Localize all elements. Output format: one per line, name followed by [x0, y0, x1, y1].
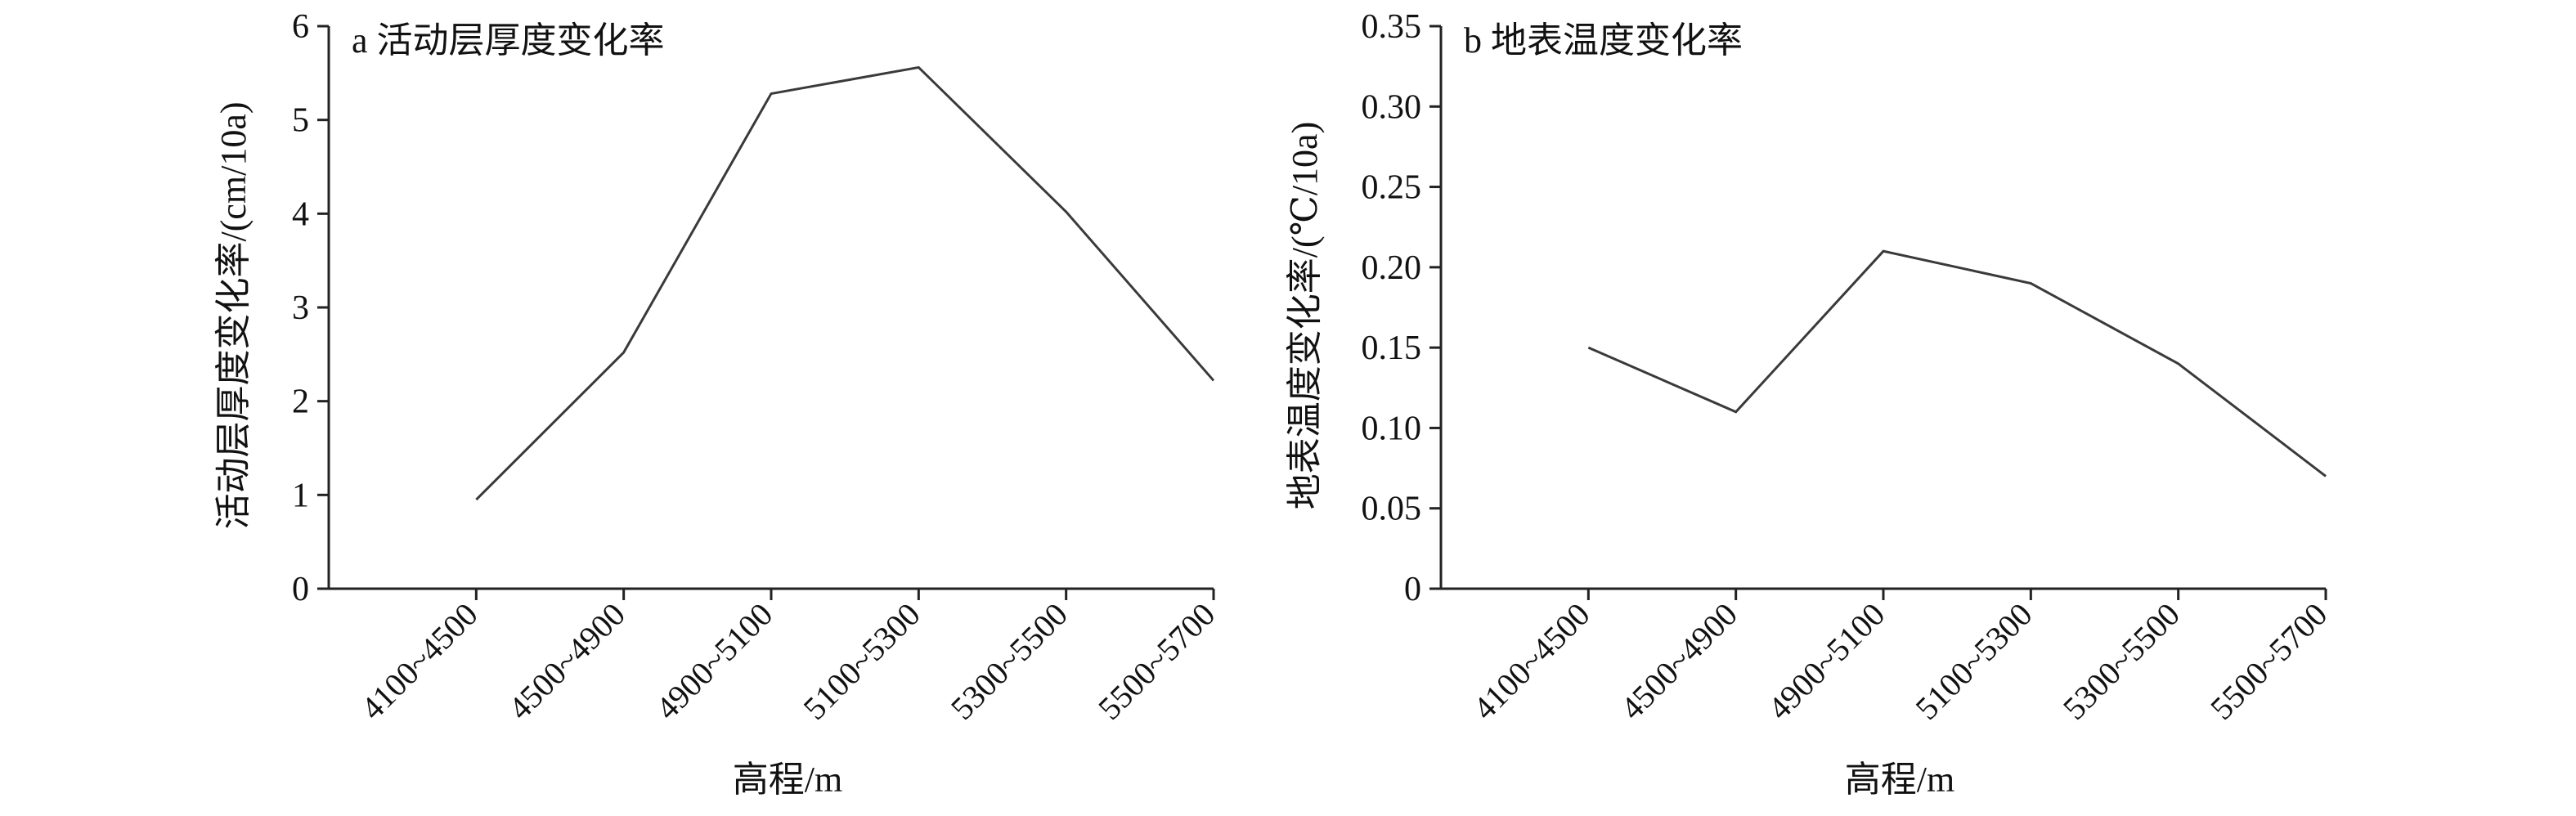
x-tick-label: 5300~5500 — [2056, 596, 2187, 727]
y-tick-label: 0.15 — [1362, 330, 1422, 367]
y-tick-label: 0.30 — [1362, 88, 1422, 126]
y-tick-label: 0.05 — [1362, 491, 1422, 528]
x-tick-label: 5300~5500 — [944, 596, 1075, 727]
y-tick-label: 0.25 — [1362, 169, 1422, 207]
data-point — [769, 92, 774, 96]
data-point — [1881, 249, 1886, 253]
y-tick-label: 2 — [292, 383, 309, 421]
y-tick-label: 0 — [1404, 571, 1421, 608]
y-tick-label: 0 — [292, 571, 309, 608]
data-point — [1586, 345, 1591, 350]
data-point — [916, 65, 921, 69]
chart-panel-b: 0 0.05 0.10 0.15 0.20 0.25 0.30 0.35 4100~4500 45… — [1285, 8, 2334, 800]
x-tick-label: 4100~4500 — [1465, 596, 1596, 727]
series-line — [475, 65, 1215, 501]
x-tick-label: 4500~4900 — [1613, 596, 1744, 727]
x-tick-label: 4900~5100 — [648, 596, 779, 727]
x-axis-title: 高程/m — [733, 760, 842, 800]
y-tick-label: 1 — [292, 477, 309, 514]
x-tick-label: 5100~5300 — [1908, 596, 2039, 727]
y-axis-title: 活动层厚度变化率/(cm/10a) — [213, 101, 254, 529]
x-tick-label: 4500~4900 — [501, 596, 632, 727]
x-tick-label: 5100~5300 — [796, 596, 927, 727]
series-line — [1587, 249, 2327, 477]
panel-title: b 地表温度变化率 — [1464, 20, 1743, 61]
data-point — [622, 350, 626, 355]
y-axis-title: 地表温度变化率/(℃/10a) — [1285, 122, 1325, 510]
chart-panel-a: 0 1 2 3 4 5 6 4100~4500 4500~4900 4900~5100 5100~5… — [213, 8, 1222, 800]
y-tick-label: 0.20 — [1362, 249, 1422, 287]
data-point — [2323, 473, 2328, 478]
data-point — [473, 497, 478, 502]
y-tick-label: 5 — [292, 102, 309, 140]
y-tick-label: 0.35 — [1362, 8, 1422, 46]
x-tick-label: 4900~5100 — [1761, 596, 1892, 727]
y-tick-label: 6 — [292, 8, 309, 46]
data-point — [1064, 209, 1069, 214]
x-tick-label: 4100~4500 — [353, 596, 484, 727]
panel-title: a 活动层厚度变化率 — [352, 20, 665, 61]
data-point — [2028, 281, 2033, 286]
y-tick-label: 4 — [292, 195, 309, 233]
data-point — [2176, 361, 2181, 366]
y-tick-label: 3 — [292, 289, 309, 327]
data-point — [1211, 378, 1216, 383]
x-tick-label: 5500~5700 — [1091, 596, 1222, 727]
y-tick-label: 0.10 — [1362, 410, 1422, 447]
data-point — [1734, 410, 1739, 415]
x-tick-label: 5500~5700 — [2203, 596, 2334, 727]
x-axis-title: 高程/m — [1845, 760, 1954, 800]
